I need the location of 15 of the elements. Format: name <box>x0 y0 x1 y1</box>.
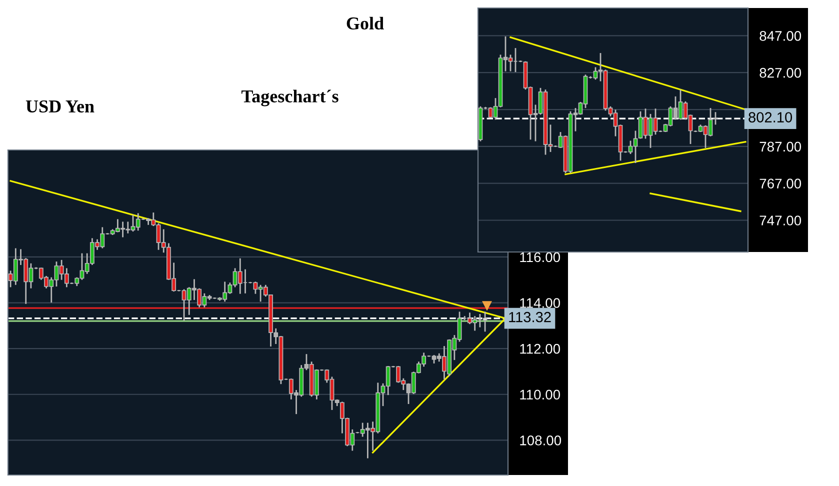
y-tick-label: 747.00 <box>760 216 802 226</box>
y-tick-label: 116.00 <box>520 252 560 262</box>
chart-title: USD Yen <box>26 100 94 113</box>
y-tick-label: 110.00 <box>520 390 560 400</box>
chart-title: Gold <box>346 16 384 30</box>
y-tick-label: 847.00 <box>760 31 802 41</box>
ref-line-label: 113.32 <box>509 312 551 322</box>
y-tick-label: 108.00 <box>520 436 562 446</box>
y-tick-label: 827.00 <box>760 68 802 78</box>
ref-line-label: 802.10 <box>748 112 792 122</box>
y-tick-label: 114.00 <box>520 298 560 308</box>
y-tick-label: 787.00 <box>760 142 802 152</box>
y-tick-label: 112.00 <box>520 344 560 354</box>
y-tick-label: 767.00 <box>760 178 802 189</box>
text: Tageschart´s <box>241 90 338 106</box>
